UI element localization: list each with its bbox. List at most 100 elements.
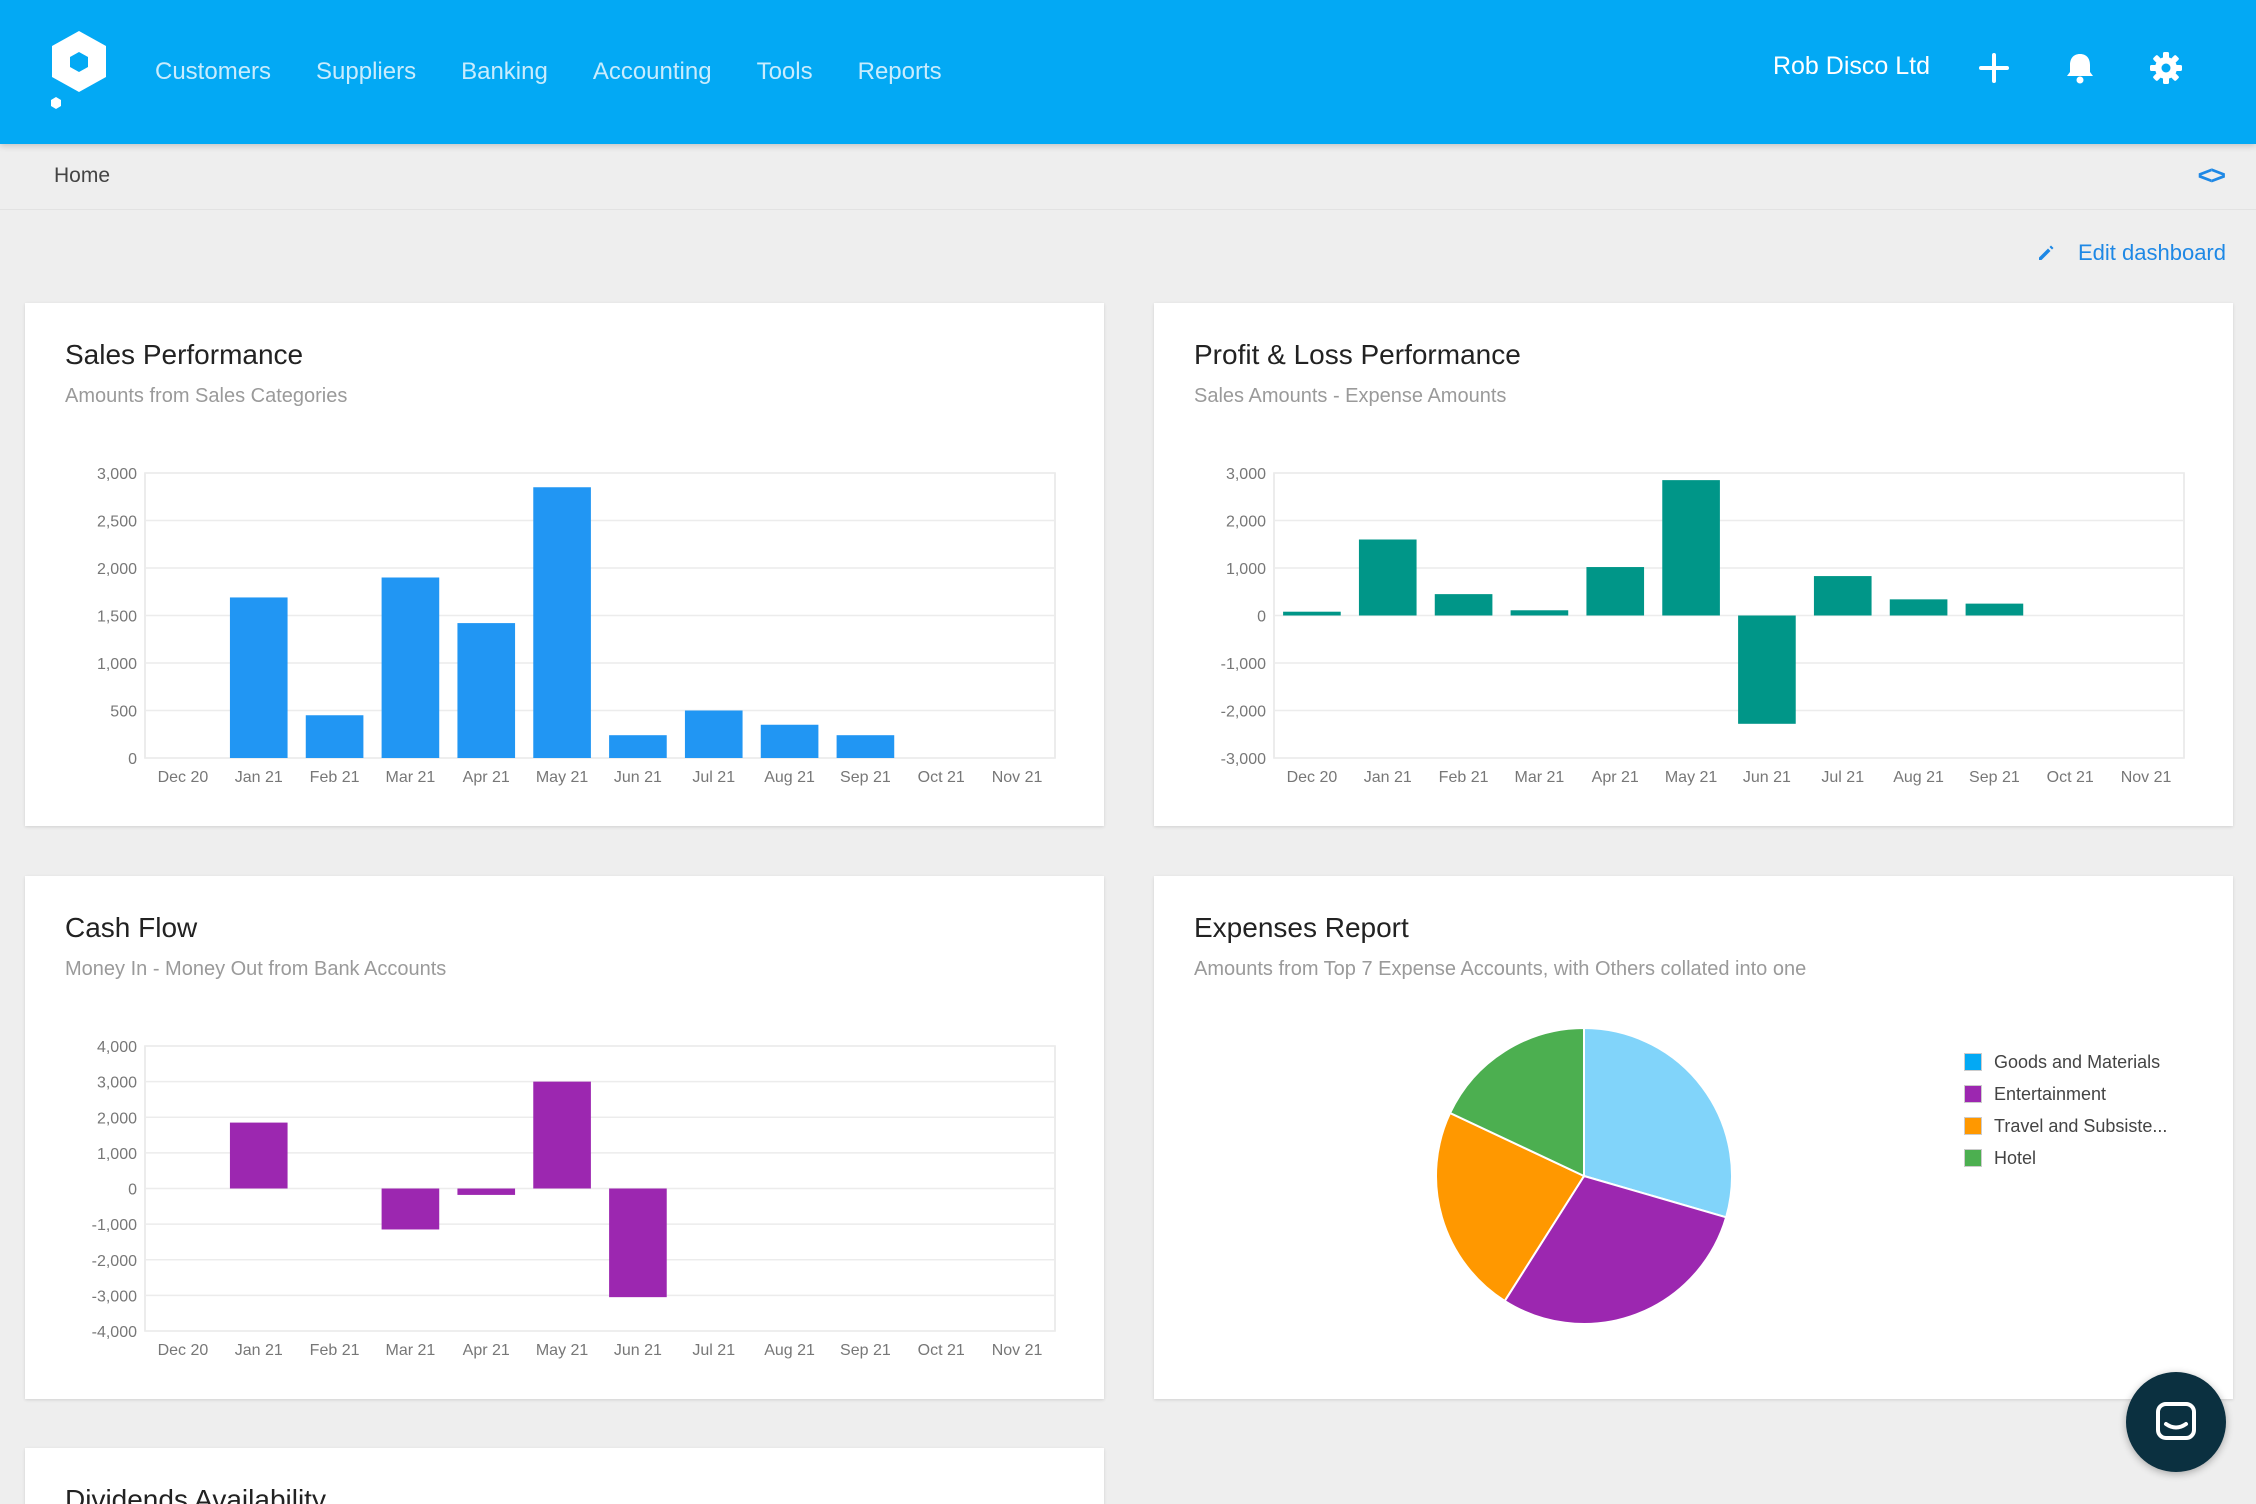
y-tick-label: -2,000 — [92, 1253, 137, 1270]
company-name[interactable]: Rob Disco Ltd — [1772, 52, 1930, 80]
app-logo-icon[interactable] — [46, 28, 112, 114]
profit-loss-bar-chart: 3,000 2,000 1,000 0 -1,000 -2,000 -3,000 Dec 20… — [1221, 466, 2185, 786]
card-title: Sales Performance — [65, 339, 304, 370]
edit-dashboard-link[interactable]: Edit dashboard — [2036, 240, 2226, 266]
card-title: Profit & Loss Performance — [1194, 339, 1521, 370]
nav-customers[interactable]: Customers — [155, 58, 272, 85]
legend-label: Travel and Subsiste... — [1994, 1115, 2168, 1136]
legend-item[interactable]: Goods and Materials — [1964, 1046, 2167, 1078]
sales-bar-chart: 3,000 2,500 2,000 1,500 1,000 500 0 Dec 20 Jan 2… — [97, 466, 1056, 786]
card-subtitle: Amounts from Sales Categories — [65, 385, 348, 407]
gear-icon[interactable] — [2146, 48, 2186, 88]
card-title: Dividends Availability — [65, 1484, 326, 1504]
card-subtitle: Money In - Money Out from Bank Accounts — [65, 958, 447, 980]
x-tick-label: Apr 21 — [463, 769, 510, 786]
edit-dashboard-label: Edit dashboard — [2078, 240, 2226, 265]
bar[interactable] — [760, 724, 819, 758]
breadcrumb-home[interactable]: Home — [54, 164, 111, 187]
chat-icon — [2156, 1402, 2196, 1440]
nav-suppliers[interactable]: Suppliers — [316, 58, 417, 85]
pie-slice[interactable] — [1583, 1026, 1733, 1219]
bar[interactable] — [1586, 567, 1645, 616]
bar[interactable] — [533, 487, 591, 758]
x-tick-label: Dec 20 — [158, 1342, 209, 1359]
add-icon[interactable] — [1974, 48, 2014, 88]
y-tick-label: -3,000 — [1221, 751, 1266, 768]
nav-tools[interactable]: Tools — [756, 58, 813, 85]
bar[interactable] — [457, 623, 516, 758]
bar[interactable] — [836, 735, 895, 758]
cash-flow-card: Cash Flow Money In - Money Out from Bank… — [25, 876, 1104, 1399]
x-tick-label: Oct 21 — [2047, 769, 2094, 786]
legend-swatch — [1964, 1085, 1982, 1103]
pie-slice[interactable] — [1435, 1111, 1586, 1303]
x-tick-label: Nov 21 — [992, 769, 1043, 786]
nav-accounting[interactable]: Accounting — [592, 58, 712, 85]
y-tick-label: 2,000 — [1226, 514, 1266, 531]
nav-reports[interactable]: Reports — [857, 58, 942, 85]
x-tick-label: Mar 21 — [1515, 769, 1565, 786]
bar[interactable] — [1434, 594, 1493, 616]
bar[interactable] — [381, 577, 440, 759]
top-navigation-bar: Customers Suppliers Banking Accounting T… — [0, 0, 2256, 144]
legend-label: Hotel — [1994, 1147, 2037, 1168]
nav-banking[interactable]: Banking — [461, 58, 548, 85]
legend-item[interactable]: Hotel — [1964, 1142, 2167, 1174]
y-tick-label: 2,500 — [97, 514, 137, 531]
x-tick-label: Aug 21 — [764, 1342, 815, 1359]
x-tick-label: Jul 21 — [692, 769, 735, 786]
x-tick-label: May 21 — [536, 1342, 589, 1359]
pie-slice[interactable] — [1448, 1026, 1585, 1178]
bar[interactable] — [1813, 576, 1872, 616]
expenses-pie-chart — [1435, 1026, 1733, 1325]
x-tick-label: Feb 21 — [1439, 769, 1489, 786]
bar[interactable] — [229, 1122, 288, 1189]
x-tick-label: Oct 21 — [918, 769, 965, 786]
legend-swatch — [1964, 1149, 1982, 1167]
chat-launcher-button[interactable] — [2126, 1372, 2226, 1472]
pie-legend: Goods and Materials Entertainment Travel… — [1964, 1046, 2167, 1174]
bar[interactable] — [1738, 615, 1796, 724]
bar[interactable] — [229, 597, 288, 758]
breadcrumb: Home <> — [0, 144, 2256, 210]
bar[interactable] — [381, 1188, 440, 1230]
legend-label: Goods and Materials — [1994, 1051, 2161, 1072]
x-tick-label: May 21 — [1665, 769, 1718, 786]
card-title: Cash Flow — [65, 912, 198, 943]
bar[interactable] — [457, 1188, 516, 1195]
bell-icon[interactable] — [2060, 48, 2100, 88]
x-tick-label: Mar 21 — [386, 769, 436, 786]
legend-item[interactable]: Travel and Subsiste... — [1964, 1110, 2167, 1142]
dividends-card: Dividends Availability — [25, 1448, 1104, 1504]
bar[interactable] — [533, 1081, 591, 1189]
profit-loss-card: Profit & Loss Performance Sales Amounts … — [1154, 303, 2233, 826]
y-tick-label: 500 — [110, 704, 137, 721]
x-tick-label: Dec 20 — [158, 769, 209, 786]
y-tick-label: 1,000 — [97, 1146, 137, 1163]
bar[interactable] — [1889, 599, 1948, 616]
bar[interactable] — [609, 1188, 667, 1298]
cash-flow-bar-chart: 4,000 3,000 2,000 1,000 0 -1,000 -2,000 -3,000 -… — [92, 1039, 1056, 1359]
expenses-report-card: Expenses Report Amounts from Top 7 Expen… — [1154, 876, 2233, 1399]
bar[interactable] — [1662, 480, 1720, 616]
x-tick-label: Nov 21 — [992, 1342, 1043, 1359]
y-tick-label: -3,000 — [92, 1288, 137, 1305]
bar[interactable] — [684, 710, 743, 759]
legend-swatch — [1964, 1117, 1982, 1135]
pie-slice[interactable] — [1503, 1174, 1728, 1325]
bar[interactable] — [1358, 539, 1417, 616]
sales-performance-card: Sales Performance Amounts from Sales Cat… — [25, 303, 1104, 826]
y-tick-label: -2,000 — [1221, 704, 1266, 721]
x-tick-label: Feb 21 — [310, 769, 360, 786]
bar[interactable] — [1965, 603, 2024, 616]
x-tick-label: Aug 21 — [764, 769, 815, 786]
bar[interactable] — [1510, 610, 1569, 616]
bar[interactable] — [305, 715, 364, 758]
main-nav: Customers Suppliers Banking Accounting T… — [155, 0, 987, 144]
bar[interactable] — [1283, 611, 1341, 616]
code-toggle-icon[interactable]: <> — [2197, 160, 2226, 190]
x-tick-label: Apr 21 — [1592, 769, 1639, 786]
x-tick-label: Mar 21 — [386, 1342, 436, 1359]
legend-item[interactable]: Entertainment — [1964, 1078, 2167, 1110]
bar[interactable] — [609, 735, 667, 758]
